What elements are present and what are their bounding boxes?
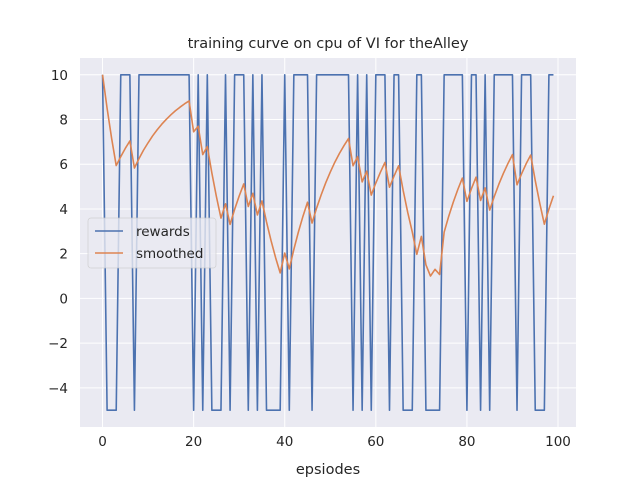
y-tick-label: −2 xyxy=(48,336,68,352)
legend-label-smoothed: smoothed xyxy=(136,246,203,262)
series-line-smoothed xyxy=(101,74,555,277)
y-tick-label: 4 xyxy=(59,202,68,218)
chart-title: training curve on cpu of VI for theAlley xyxy=(188,36,469,52)
x-tick-label: 100 xyxy=(545,434,571,450)
y-tick-label: 10 xyxy=(51,68,68,84)
y-tick-label: 8 xyxy=(59,113,68,129)
legend: rewards smoothed xyxy=(87,217,217,269)
y-tick-label: −4 xyxy=(48,381,68,397)
y-tick-label: 6 xyxy=(59,157,68,173)
x-tick-label: 80 xyxy=(458,434,475,450)
y-tick-label: 0 xyxy=(59,291,68,307)
x-tick-label: 0 xyxy=(98,434,107,450)
tick-labels: 0 20 40 60 80 100 −4 −2 0 2 4 6 8 10 xyxy=(48,68,571,450)
y-tick-label: 2 xyxy=(59,247,68,263)
x-tick-label: 40 xyxy=(276,434,293,450)
x-tick-label: 60 xyxy=(367,434,384,450)
x-tick-label: 20 xyxy=(185,434,202,450)
legend-label-rewards: rewards xyxy=(136,224,190,240)
series-line-rewards xyxy=(101,73,554,412)
series-lines xyxy=(101,73,555,412)
x-axis-label: epsiodes xyxy=(296,462,360,478)
